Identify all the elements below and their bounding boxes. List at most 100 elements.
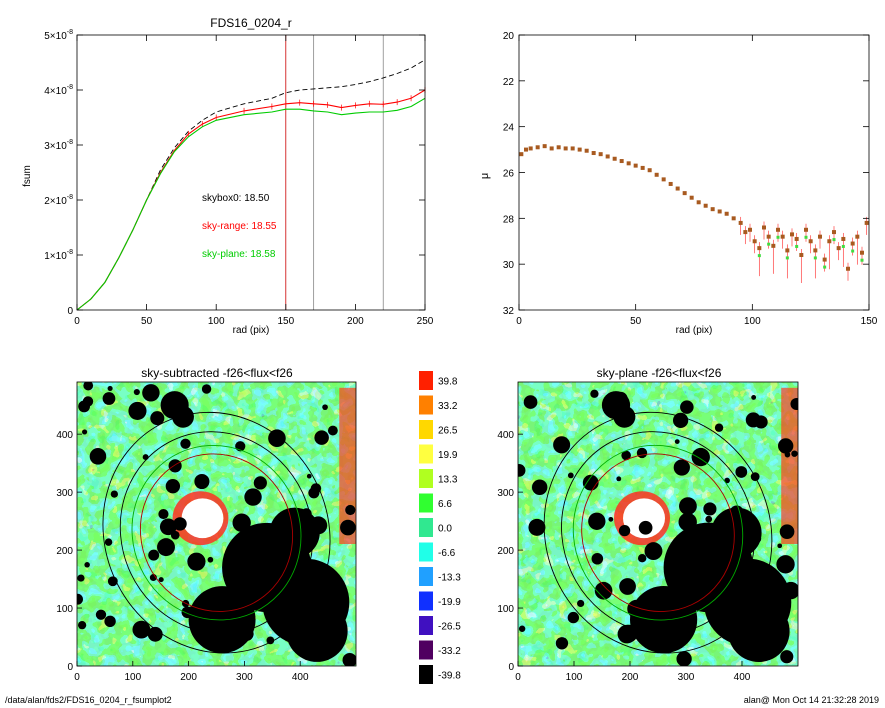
mask-dot xyxy=(310,483,322,494)
mu-point xyxy=(860,250,864,255)
mu-point xyxy=(633,163,638,168)
mu-x-tick-label: 150 xyxy=(861,316,878,327)
mask-dot xyxy=(588,512,606,530)
mu-point xyxy=(710,207,715,212)
mask-dot xyxy=(150,411,165,426)
aperture-ellipse-2 xyxy=(572,444,744,621)
mask-dot xyxy=(172,405,194,428)
colorbar-swatch xyxy=(419,420,433,439)
mu-point xyxy=(822,257,827,262)
mu-point-sky-plane xyxy=(785,256,789,260)
mask-dot xyxy=(768,602,778,611)
colorbar-swatch xyxy=(419,665,433,684)
mask-dot xyxy=(661,621,681,640)
mask-dot xyxy=(738,570,753,585)
mu-point xyxy=(661,177,666,182)
mask-dot xyxy=(142,454,149,461)
mu-point xyxy=(846,266,850,271)
mask-dot xyxy=(705,515,713,523)
mu-plot-frame xyxy=(518,34,870,311)
fsum-y-tick-exponent: -8 xyxy=(67,29,73,36)
mask-dot xyxy=(84,562,90,568)
mu-point-sky-plane xyxy=(757,254,761,258)
colorbar-swatch xyxy=(419,542,433,562)
mu-point xyxy=(794,236,799,241)
fsum-x-tick-label: 150 xyxy=(277,316,294,327)
footer-timestamp: alan@ Mon Oct 14 21:32:28 2019 xyxy=(743,695,879,705)
mu-y-tick-label: 30 xyxy=(503,260,515,271)
mu-point xyxy=(790,232,794,237)
mask-dot xyxy=(268,429,286,448)
mu-point xyxy=(703,203,708,208)
mask-dot xyxy=(104,538,113,546)
mask-dot xyxy=(89,448,107,465)
mask-dot xyxy=(531,479,548,495)
mask-dot xyxy=(104,615,116,628)
mask-dot xyxy=(128,401,147,421)
colorbar-label: -13.3 xyxy=(438,573,461,584)
mu-point xyxy=(836,246,841,251)
image-y-tick-label: 400 xyxy=(497,430,514,441)
mu-point xyxy=(549,146,554,151)
mu-point xyxy=(556,145,561,150)
aperture-ellipse-1 xyxy=(119,431,314,635)
mu-point xyxy=(804,227,808,232)
aperture-ellipse-1 xyxy=(561,431,755,635)
mask-dot xyxy=(608,516,614,522)
mask-dot xyxy=(340,519,356,536)
colorbar: 39.8 33.2 26.5 19.9 13.3 6.6 0.0 -6.6 -13.3 -19.9… xyxy=(419,371,461,684)
mask-dot xyxy=(782,581,798,600)
mask-dot xyxy=(780,650,794,664)
mu-point xyxy=(850,241,855,246)
mu-y-tick-label: 20 xyxy=(503,31,515,42)
colorbar-label: -6.6 xyxy=(438,548,456,559)
image-edge-strip xyxy=(781,387,798,544)
colorbar-label: 13.3 xyxy=(438,475,458,486)
mask-dot xyxy=(528,518,546,536)
fsum-y-tick-mantissa: 2×10 xyxy=(44,196,67,207)
mask-dot xyxy=(714,423,724,432)
mask-dot xyxy=(194,473,210,490)
mask-dot xyxy=(292,631,304,642)
mask-dot xyxy=(618,524,631,537)
fsum-y-tick-label: 2×10-8 xyxy=(44,194,73,207)
mask-dot xyxy=(754,625,773,644)
skybox0-annotation: skybox0: 18.50 xyxy=(202,193,270,204)
mask-dot xyxy=(102,392,116,405)
fsum-x-tick-label: 100 xyxy=(208,316,225,327)
mask-dot xyxy=(731,525,744,538)
mu-point-sky-plane xyxy=(860,258,864,262)
mu-point xyxy=(535,145,540,150)
image-y-tick-label: 0 xyxy=(508,662,514,673)
mask-dot xyxy=(77,574,85,582)
fsum-y-tick-label: 3×10-8 xyxy=(44,139,73,152)
mu-point xyxy=(731,216,736,221)
mask-dot xyxy=(637,553,647,563)
mu-point xyxy=(757,246,762,251)
mask-dot xyxy=(779,524,795,540)
colorbar-label: 26.5 xyxy=(438,426,458,437)
colorbar-label: 39.8 xyxy=(438,377,458,388)
mask-dot xyxy=(617,624,637,644)
mu-point xyxy=(738,220,743,225)
mask-dot xyxy=(680,400,694,414)
mask-dot xyxy=(133,388,140,396)
mask-dot xyxy=(207,556,214,563)
fsum-y-tick-exponent: -8 xyxy=(67,194,73,201)
mask-dot xyxy=(342,652,356,666)
mask-dot xyxy=(791,450,798,457)
sky-plane-title: sky-plane -f26<flux<f26 xyxy=(597,366,722,380)
mu-point xyxy=(762,225,766,230)
mask-dot xyxy=(692,571,703,583)
mask-dot xyxy=(703,502,717,516)
image-x-tick-label: 100 xyxy=(566,672,583,683)
mu-point xyxy=(605,154,610,159)
mask-dot xyxy=(776,555,795,574)
image-y-tick-label: 400 xyxy=(56,430,73,441)
mu-point xyxy=(570,146,575,151)
mask-dot xyxy=(638,520,653,535)
image-y-tick-label: 0 xyxy=(67,662,73,673)
image-x-tick-label: 200 xyxy=(622,672,639,683)
colorbar-label: 0.0 xyxy=(438,524,452,535)
mu-point xyxy=(752,239,757,244)
